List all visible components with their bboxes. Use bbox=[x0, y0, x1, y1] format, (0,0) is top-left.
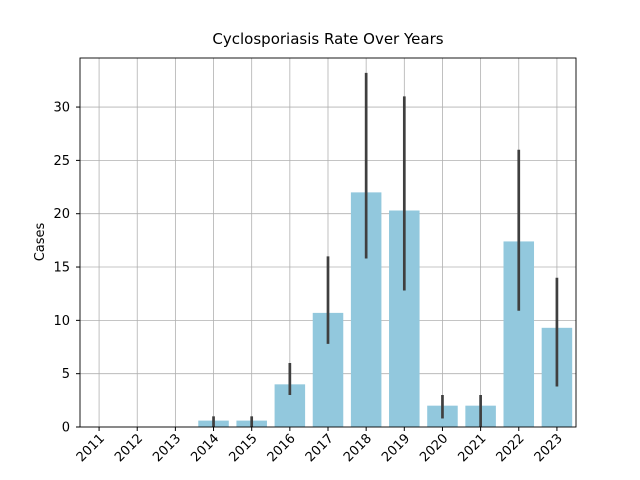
x-tick-label: 2017 bbox=[303, 431, 337, 465]
x-tick-label: 2023 bbox=[532, 431, 566, 465]
x-tick-label: 2020 bbox=[417, 431, 451, 465]
x-tick-label: 2022 bbox=[494, 431, 528, 465]
x-tick-label: 2012 bbox=[112, 431, 146, 465]
x-tick-label: 2014 bbox=[188, 431, 222, 465]
x-tick-label: 2011 bbox=[74, 431, 108, 465]
x-tick-label: 2018 bbox=[341, 431, 375, 465]
y-tick-label: 0 bbox=[62, 421, 70, 436]
y-tick-label: 15 bbox=[53, 261, 70, 276]
x-tick-label: 2015 bbox=[227, 431, 261, 465]
x-tick-label: 2021 bbox=[455, 431, 489, 465]
y-tick-label: 5 bbox=[62, 367, 70, 382]
x-tick-label: 2013 bbox=[150, 431, 184, 465]
y-tick-label: 25 bbox=[53, 154, 70, 169]
plot-frame bbox=[79, 57, 577, 428]
y-tick-label: 10 bbox=[53, 314, 70, 329]
y-axis-label: Cases bbox=[33, 222, 48, 261]
y-tick-label: 20 bbox=[53, 207, 70, 222]
chart-title: Cyclosporiasis Rate Over Years bbox=[212, 30, 443, 48]
x-tick-label: 2019 bbox=[379, 431, 413, 465]
y-tick-label: 30 bbox=[53, 101, 70, 116]
x-tick-label: 2016 bbox=[265, 431, 299, 465]
